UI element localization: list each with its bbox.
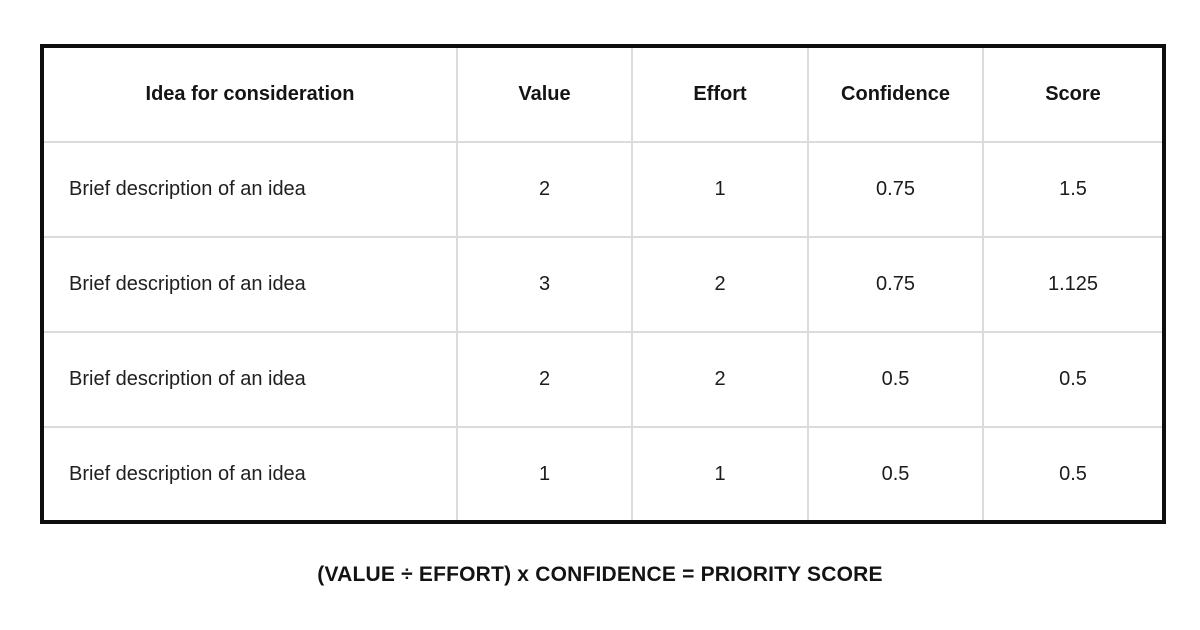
effort-cell: 1 — [631, 426, 809, 523]
column-header-value: Value — [456, 45, 633, 143]
idea-cell: Brief description of an idea — [41, 141, 458, 238]
idea-cell: Brief description of an idea — [41, 426, 458, 523]
table-row: Brief description of an idea 3 2 0.75 1.… — [41, 236, 1165, 333]
table-header-row: Idea for consideration Value Effort Conf… — [41, 45, 1165, 143]
table-row: Brief description of an idea 1 1 0.5 0.5 — [41, 426, 1165, 523]
score-cell: 0.5 — [982, 331, 1165, 428]
score-cell: 1.5 — [982, 141, 1165, 238]
priority-table: Idea for consideration Value Effort Conf… — [40, 44, 1166, 524]
column-header-idea: Idea for consideration — [41, 45, 458, 143]
table-row: Brief description of an idea 2 2 0.5 0.5 — [41, 331, 1165, 428]
idea-cell: Brief description of an idea — [41, 236, 458, 333]
effort-cell: 2 — [631, 236, 809, 333]
effort-cell: 2 — [631, 331, 809, 428]
priority-score-formula: (VALUE ÷ EFFORT) x CONFIDENCE = PRIORITY… — [317, 563, 883, 586]
confidence-cell: 0.75 — [807, 236, 984, 333]
confidence-cell: 0.5 — [807, 426, 984, 523]
score-cell: 0.5 — [982, 426, 1165, 523]
value-cell: 2 — [456, 331, 633, 428]
effort-cell: 1 — [631, 141, 809, 238]
confidence-cell: 0.75 — [807, 141, 984, 238]
score-cell: 1.125 — [982, 236, 1165, 333]
confidence-cell: 0.5 — [807, 331, 984, 428]
idea-cell: Brief description of an idea — [41, 331, 458, 428]
column-header-effort: Effort — [631, 45, 809, 143]
table-row: Brief description of an idea 2 1 0.75 1.… — [41, 141, 1165, 238]
value-cell: 3 — [456, 236, 633, 333]
column-header-score: Score — [982, 45, 1165, 143]
column-header-confidence: Confidence — [807, 45, 984, 143]
value-cell: 2 — [456, 141, 633, 238]
value-cell: 1 — [456, 426, 633, 523]
